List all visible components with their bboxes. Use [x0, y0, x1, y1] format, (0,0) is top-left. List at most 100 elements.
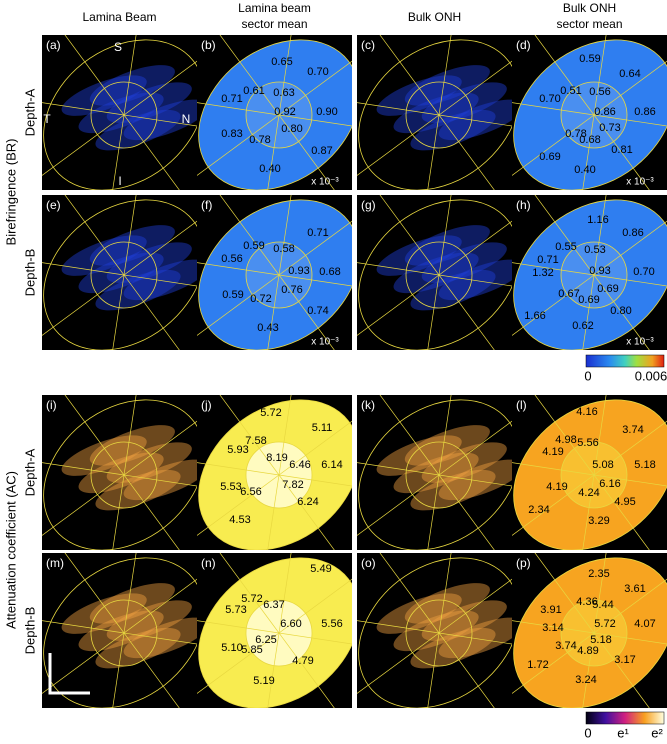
sector-value: 0.51 [560, 85, 581, 97]
sector-line [438, 114, 512, 127]
sector-line [123, 114, 197, 127]
panel-label: (m) [46, 556, 64, 570]
sector-value: 3.74 [555, 640, 576, 652]
panel-label: (k) [361, 398, 375, 412]
sector-value: 0.64 [619, 68, 640, 80]
sector-line [278, 35, 292, 116]
sector-value: 3.24 [575, 674, 596, 686]
column-header: Lamina Beam [82, 10, 156, 24]
sector-line [64, 395, 125, 476]
sector-line [278, 60, 352, 116]
sector-line [379, 395, 440, 476]
sector-value: 0.74 [307, 305, 328, 317]
sector-value: 0.68 [579, 134, 600, 146]
texture [404, 65, 490, 106]
sector-value: 5.44 [592, 599, 613, 611]
panel-label: (j) [201, 398, 212, 412]
sector-value: 8.19 [266, 452, 287, 464]
texture [106, 82, 192, 123]
sector-value: 0.86 [622, 227, 643, 239]
panel: (k) [357, 395, 512, 550]
texture [123, 459, 197, 501]
sector-value: 4.36 [576, 596, 597, 608]
texture [78, 452, 164, 494]
sector-value: 6.46 [289, 459, 310, 471]
sector-line [593, 35, 607, 116]
panel-label: (d) [516, 38, 531, 52]
texture [89, 225, 175, 266]
texture [61, 235, 147, 276]
sector-line [534, 395, 595, 476]
sector-line [357, 102, 440, 116]
sector-value: 0.69 [597, 283, 618, 295]
sector-line [438, 114, 495, 190]
sector-ring [43, 39, 197, 190]
sector-value: 4.19 [542, 446, 563, 458]
texture [393, 252, 479, 294]
texture [421, 242, 507, 283]
sector-line [427, 474, 440, 550]
sector-value: 0.56 [221, 253, 242, 265]
sector-value: 0.71 [537, 254, 558, 266]
sector-line [123, 60, 197, 116]
sector-value: 0.55 [555, 241, 576, 253]
sector-value: 0.40 [574, 164, 595, 176]
texture [123, 259, 197, 301]
sector-value: 0.81 [611, 144, 632, 156]
sector-value: 0.69 [539, 151, 560, 163]
sector-line [512, 620, 595, 634]
overlay [512, 35, 667, 190]
sector-line [112, 474, 125, 550]
sector-line [438, 474, 495, 550]
sector-value: 6.14 [321, 459, 342, 471]
sector-value: 1.16 [587, 214, 608, 226]
sector-value: 5.49 [310, 563, 331, 575]
texture [106, 442, 192, 483]
sector-value: 3.29 [588, 515, 609, 527]
sector-value: 5.11 [312, 422, 333, 434]
sector-line [512, 102, 595, 116]
panel: (n) 5.49 5.72 6.37 5.73 6.60 5.56 6.25 5.105.85 4… [197, 553, 352, 708]
texture [404, 425, 490, 466]
panel-label: (p) [516, 556, 531, 570]
colorbar [585, 354, 665, 368]
sector-line [219, 35, 280, 116]
scale-factor: x 10⁻³ [311, 177, 339, 188]
sector-value: 0.93 [288, 265, 309, 277]
sector-value: 0.71 [307, 227, 328, 239]
sector-value: 1.32 [532, 267, 553, 279]
panel-background [357, 553, 512, 708]
sector-value: 4.89 [577, 645, 598, 657]
sector-value: 4.24 [578, 487, 599, 499]
sector-value: 0.62 [572, 320, 593, 332]
sector-value: 5.18 [590, 634, 611, 646]
texture [421, 442, 507, 483]
sector-line [42, 262, 125, 276]
sector-value: 4.53 [229, 514, 250, 526]
sector-value: 0.78 [565, 128, 586, 140]
panel: (l) 4.16 3.74 4.98 5.56 4.19 5.08 5.18 6.16 4.19 4… [512, 395, 667, 550]
panel: (i) [42, 395, 197, 550]
sector-line [357, 462, 440, 476]
sector-line [593, 114, 650, 190]
sector-line [593, 395, 607, 476]
panel-label: (e) [46, 198, 61, 212]
sector-ring [358, 39, 512, 190]
sector-line [593, 220, 667, 276]
panel-label: (c) [361, 38, 375, 52]
sector-line [64, 195, 125, 276]
sector-line [593, 420, 667, 476]
orientation-label: I [118, 174, 121, 188]
panel-background [42, 35, 197, 190]
sector-value: 4.95 [614, 496, 635, 508]
sector-line [534, 553, 595, 634]
sector-value: 1.66 [524, 310, 545, 322]
texture [123, 617, 197, 659]
sector-line [267, 114, 280, 190]
column-header: Lamina beam [238, 1, 311, 15]
sector-line [123, 220, 197, 276]
panel-background [357, 35, 512, 190]
sector-value: 0.40 [259, 163, 280, 175]
sector-line [197, 262, 280, 276]
sector-line [267, 274, 280, 350]
